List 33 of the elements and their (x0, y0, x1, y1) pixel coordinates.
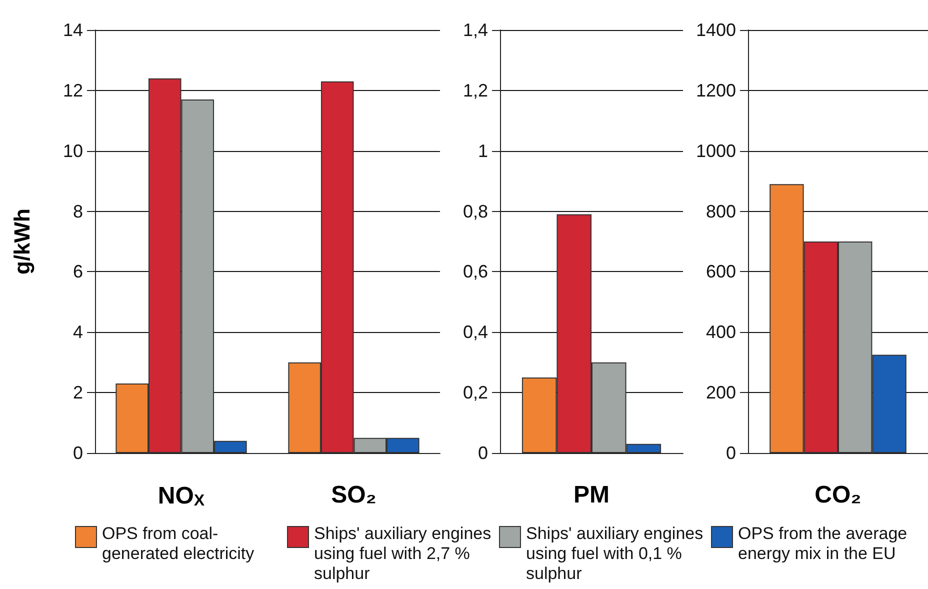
legend-label: Ships' auxiliary engines using fuel with 0,1 % sulphur (526, 524, 704, 584)
y-tick-label: 2 (72, 382, 83, 403)
y-tick-label: 0,2 (462, 382, 488, 403)
y-tick-label: 8 (72, 201, 83, 222)
y-tick-label: 1200 (696, 80, 736, 100)
y-tick-label: 1000 (696, 140, 736, 161)
legend-label: OPS from the average energy mix in the EU (738, 524, 908, 564)
y-axis-title: g/kWh (10, 208, 34, 274)
y-tick-label: 1,2 (462, 80, 488, 100)
x-tick-label: CO₂ (814, 482, 862, 508)
x-tick-label: PM (574, 482, 610, 508)
x-tick-label: NOX (158, 482, 205, 510)
y-tick-label: 4 (72, 322, 83, 342)
y-tick-label: 800 (706, 201, 736, 222)
y-tick-label: 600 (706, 262, 736, 282)
y-tick-label: 0,4 (462, 322, 488, 342)
y-tick-label: 0 (478, 443, 488, 463)
y-tick-label: 0,6 (462, 262, 488, 282)
y-tick-label: 6 (72, 262, 83, 282)
y-tick-label: 1400 (696, 20, 736, 40)
y-tick-label: 1,4 (462, 20, 488, 40)
y-tick-label: 200 (706, 382, 736, 403)
y-tick-label: 0,8 (462, 201, 488, 222)
y-tick-label: 0 (726, 443, 736, 463)
y-tick-label: 10 (62, 140, 83, 161)
x-tick-label: SO₂ (331, 482, 376, 508)
y-tick-label: 12 (62, 80, 83, 100)
y-tick-label: 0 (72, 443, 83, 463)
legend-label: OPS from coal-generated electricity (102, 524, 256, 564)
y-tick-label: 400 (706, 322, 736, 342)
legend-label: Ships' auxiliary engines using fuel with 2,7 % sulphur (314, 524, 492, 584)
y-tick-label: 14 (62, 20, 83, 40)
y-tick-label: 1 (478, 140, 488, 161)
